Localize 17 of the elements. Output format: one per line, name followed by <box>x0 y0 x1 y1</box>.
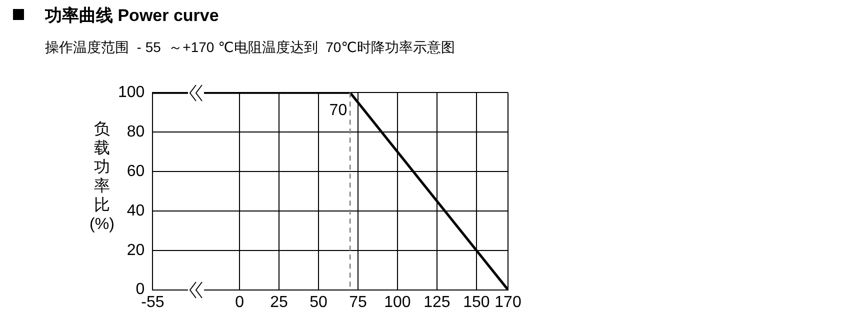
x-tick-label: 170 <box>494 294 522 311</box>
x-tick-label: 50 <box>310 294 328 311</box>
y-tick-label: 40 <box>126 202 145 220</box>
x-tick-label: 150 <box>463 294 490 311</box>
chart-subtitle: 操作温度范围 - 55 ～+170 ℃电阻温度达到 70℃时降功率示意图 <box>45 39 455 57</box>
x-tick-label: 75 <box>349 294 367 311</box>
x-tick-label: 125 <box>424 294 450 311</box>
x-tick-label: 100 <box>384 294 411 311</box>
chart-title: 功率曲线 Power curve <box>45 5 219 27</box>
x-tick-label: 25 <box>270 294 288 311</box>
ref-line-label: 70 <box>329 102 348 120</box>
x-tick-label: 0 <box>235 294 244 311</box>
y-tick-label: 20 <box>126 242 145 259</box>
y-axis-title: 负载功率比(%) <box>88 120 116 234</box>
y-tick-label: 80 <box>126 123 145 140</box>
y-tick-label: 60 <box>126 162 145 180</box>
y-tick-label: 100 <box>118 84 145 102</box>
